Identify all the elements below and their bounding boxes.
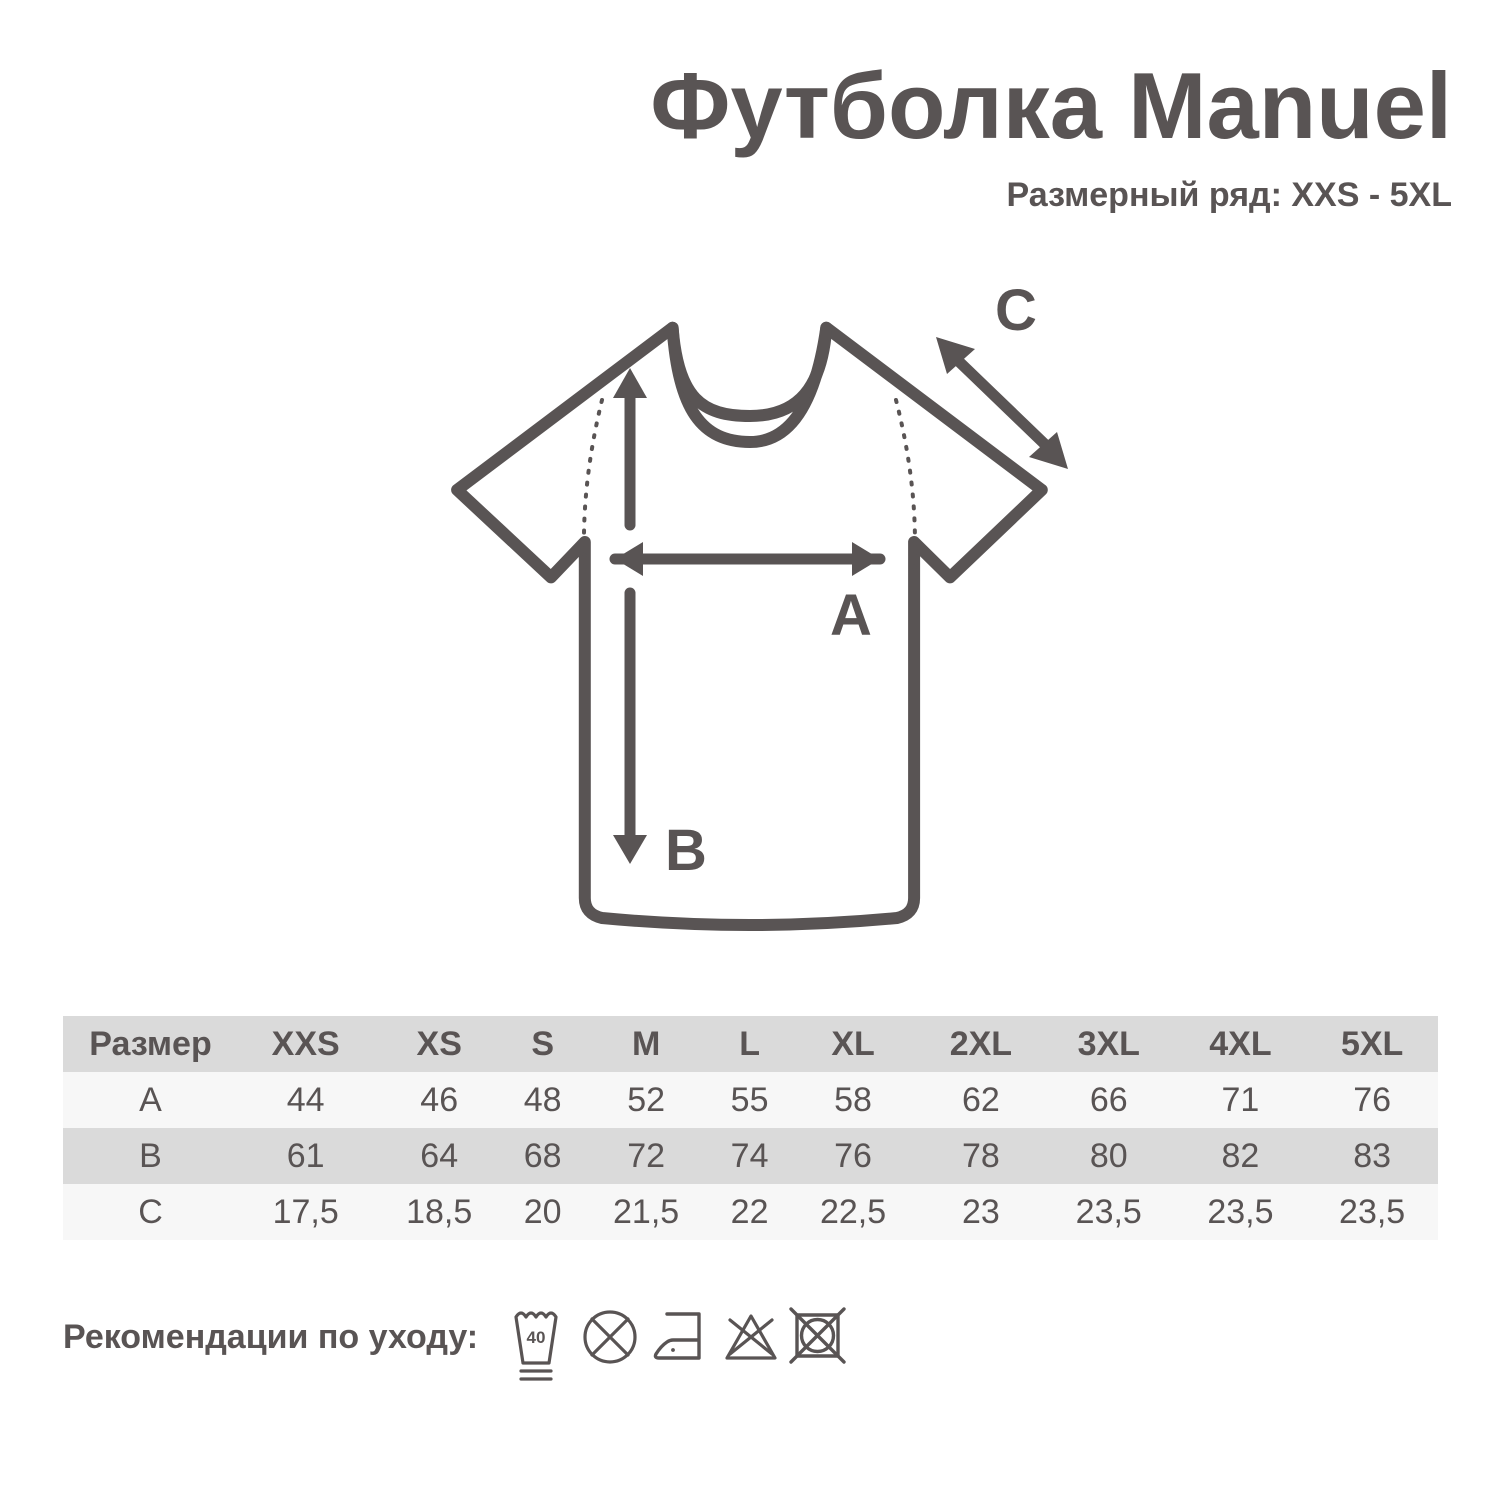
svg-text:C: C xyxy=(995,278,1037,343)
svg-text:A: A xyxy=(830,583,872,648)
svg-text:40: 40 xyxy=(527,1328,546,1347)
svg-text:B: B xyxy=(665,818,707,883)
